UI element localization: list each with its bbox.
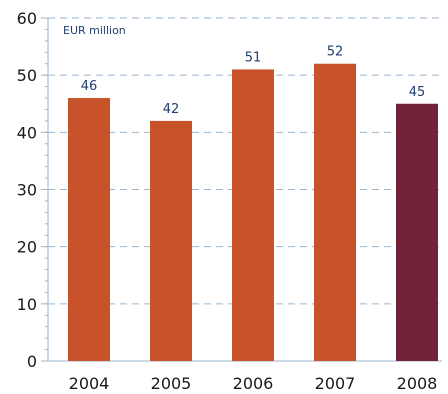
y-tick-label: 10 [17, 295, 37, 314]
unit-label: EUR million [63, 24, 126, 37]
y-tick-label: 0 [27, 352, 37, 371]
bar-2007 [314, 63, 356, 361]
bar-2006 [232, 69, 274, 361]
y-tick-label: 40 [17, 123, 37, 142]
bar-2005 [150, 120, 192, 362]
y-tick-label: 60 [17, 9, 37, 28]
data-label-2005: 42 [163, 102, 180, 117]
y-tick-label: 30 [17, 181, 37, 200]
bars [68, 63, 438, 362]
data-label-2004: 46 [81, 79, 98, 94]
x-tick-label-2005: 2005 [151, 374, 192, 393]
x-tick-label-2007: 2007 [315, 374, 356, 393]
x-tick-label-2006: 2006 [233, 374, 274, 393]
data-labels: 46 42 51 52 45 [81, 45, 426, 117]
data-label-2006: 51 [245, 50, 262, 65]
x-tick-label-2008: 2008 [397, 374, 438, 393]
x-tick-label-2004: 2004 [69, 374, 110, 393]
data-label-2008: 45 [409, 85, 426, 100]
y-axis: 0 10 20 30 40 50 60 [17, 9, 442, 371]
bar-2004 [68, 98, 110, 362]
y-tick-label: 50 [17, 66, 37, 85]
data-label-2007: 52 [327, 45, 344, 60]
x-axis: 2004 2005 2006 2007 2008 [69, 374, 438, 393]
bar-2008 [396, 103, 438, 361]
y-tick-label: 20 [17, 238, 37, 257]
